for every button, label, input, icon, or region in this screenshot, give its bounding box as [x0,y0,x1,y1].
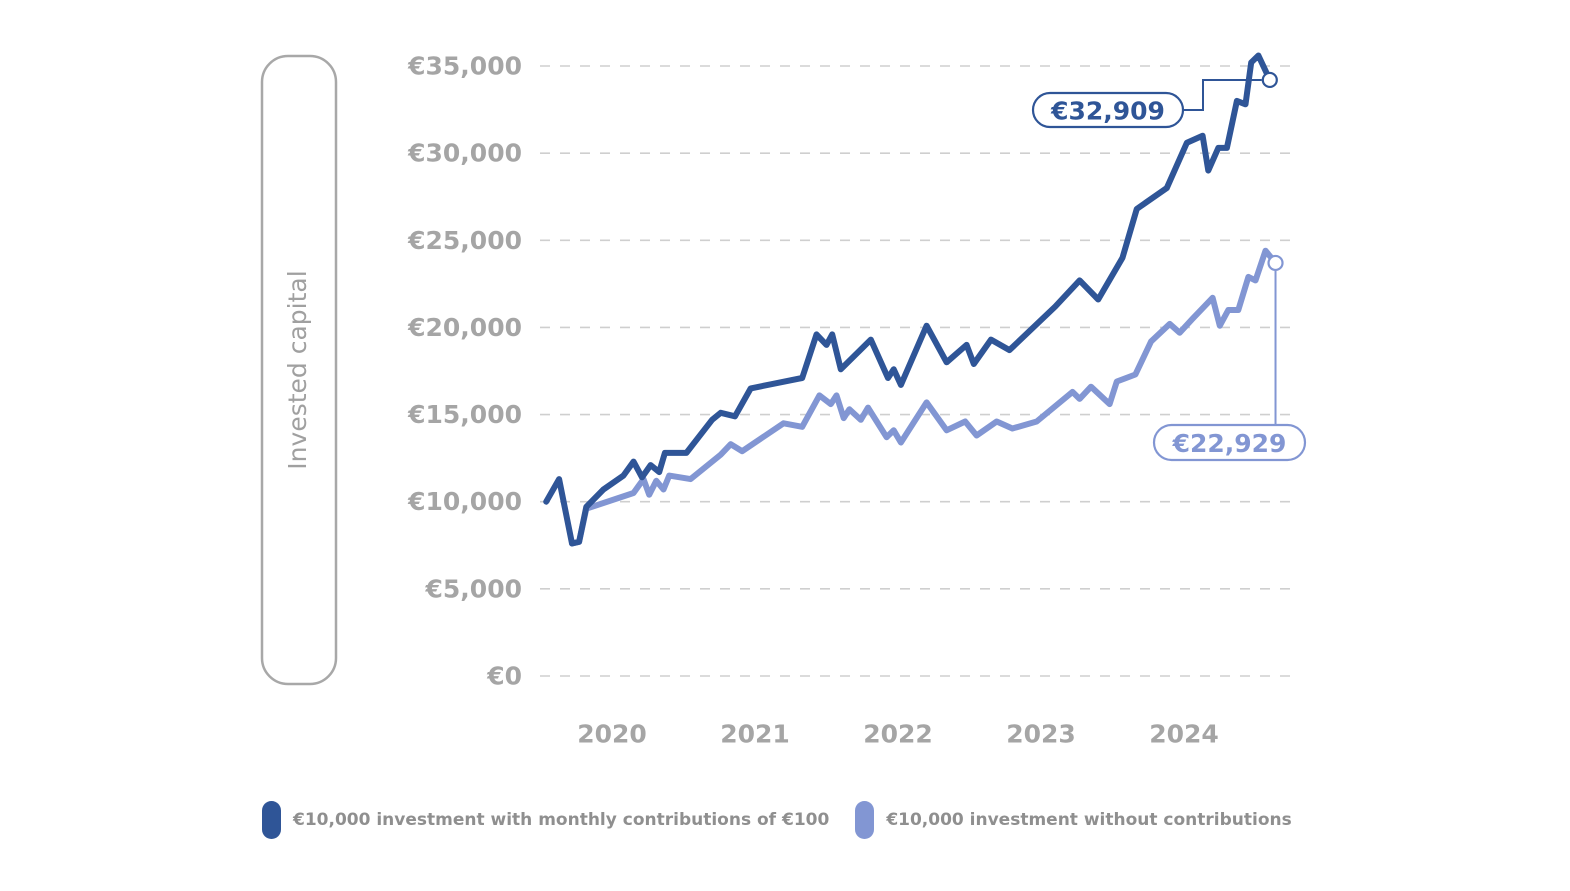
x-tick-label: 2021 [720,720,790,749]
callout-without-contributions-value-pill [1152,423,1307,462]
y-tick-label: €0 [486,662,522,691]
x-axis: 2020 2021 2022 2023 2024 [577,720,1219,749]
gridlines [540,65,1300,677]
y-tick-label: €5,000 [425,574,522,603]
y-tick-label: €35,000 [407,52,522,81]
x-tick-label: 2022 [863,720,933,749]
legend-label-without-contributions: €10,000 investment without contributions [886,810,1292,830]
callout-with-contributions-end-marker [1261,71,1278,89]
series-line-without-contributions [569,247,1279,547]
legend-label-with-contributions: €10,000 investment with monthly contribu… [293,810,830,830]
ylabel: Invested capital [283,270,312,469]
ylabel-pill-frame [260,54,338,686]
legend-item-without-contributions: €10,000 investment without contributions [855,801,1292,839]
ylabel-pill: Invested capital [260,54,338,686]
callout-with-contributions-leader-line [1183,78,1262,111]
callout-without-contributions-end-marker [1267,254,1284,272]
x-tick-label: 2024 [1149,720,1219,749]
y-tick-label: €30,000 [407,139,522,168]
series-lines [543,52,1279,547]
x-tick-label: 2023 [1006,720,1076,749]
callout-without-contributions-value-label: €22,929 [1172,429,1287,458]
series-line-with-contributions [543,52,1273,547]
x-tick-label: 2020 [577,720,647,749]
callout-with-contributions-value-label: €32,909 [1050,97,1165,126]
y-tick-label: €15,000 [407,400,522,429]
callout-with-contributions-value-pill [1031,91,1185,129]
callouts: €32,909 €22,929 [1031,71,1307,462]
legend: €10,000 investment with monthly contribu… [262,800,1312,840]
y-tick-label: €25,000 [407,226,522,255]
y-tick-label: €10,000 [407,487,522,516]
y-tick-label: €20,000 [407,313,522,342]
legend-swatch-without-contributions [855,801,875,839]
legend-swatch-with-contributions [262,801,281,839]
y-axis: €0 €5,000 €10,000 €15,000 €20,000 €25,000 €30,… [407,52,522,691]
legend-item-with-contributions: €10,000 investment with monthly contribu… [262,801,829,839]
